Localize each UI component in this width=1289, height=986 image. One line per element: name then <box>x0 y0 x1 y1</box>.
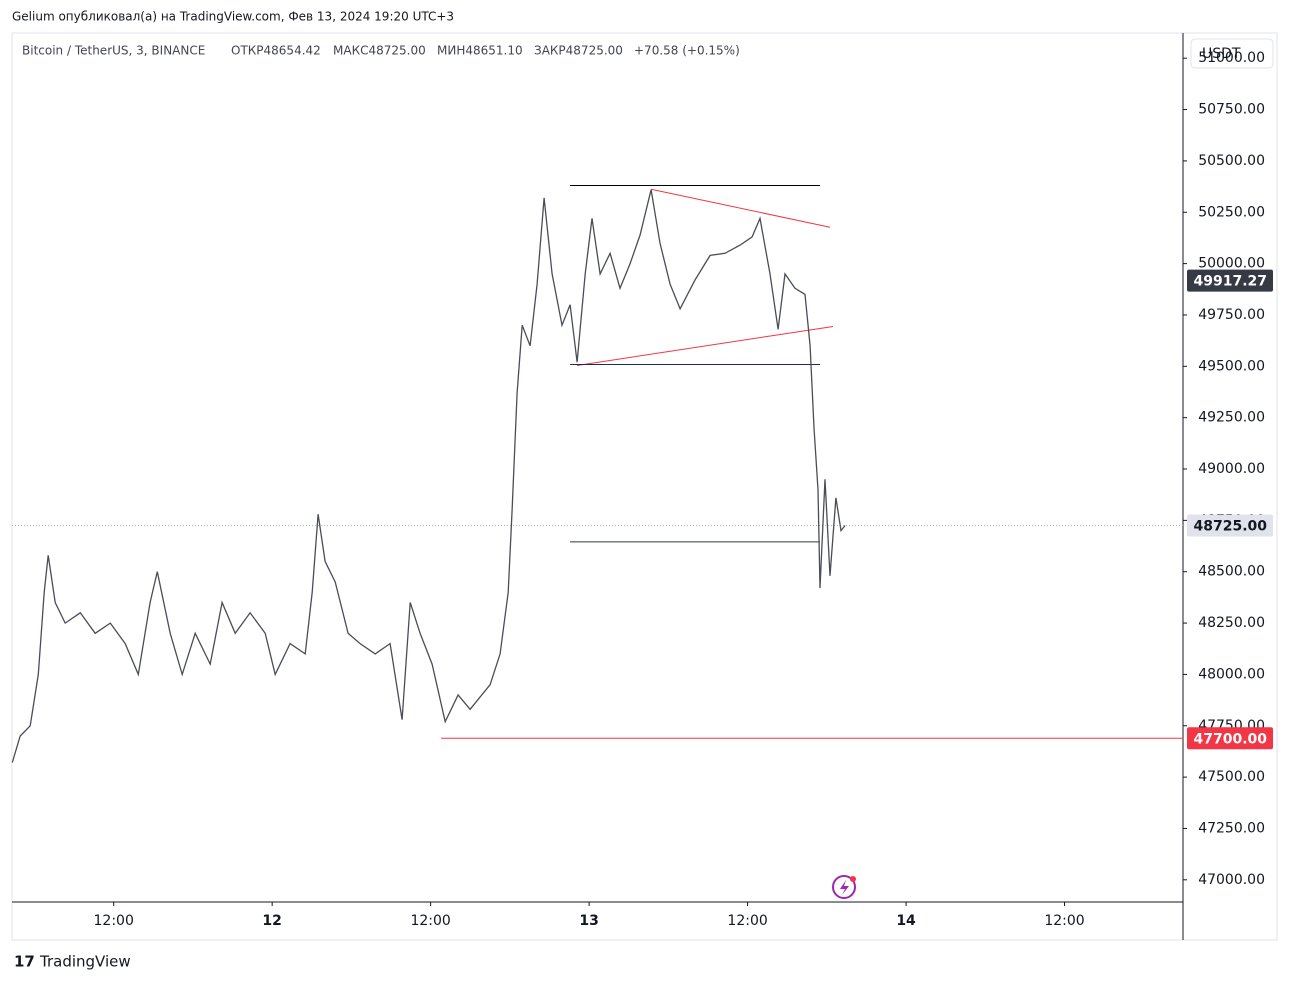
currency-button[interactable] <box>1190 38 1274 69</box>
x-tick-label: 12:00 <box>94 913 134 929</box>
y-tick-label: 48000.00 <box>1198 666 1265 682</box>
price-tag <box>1187 727 1273 750</box>
y-tick-label: 47500.00 <box>1198 769 1265 785</box>
symbol: Bitcoin / TetherUS, 3, BINANCE <box>22 44 205 58</box>
y-tick-label: 50000.00 <box>1198 256 1265 272</box>
brand: TradingView <box>39 953 131 971</box>
drawing-line <box>650 188 831 228</box>
y-tick-label: 47000.00 <box>1198 872 1265 888</box>
y-tick-label: 49250.00 <box>1198 410 1265 426</box>
price-tag-label: 47700.00 <box>1193 731 1267 747</box>
frame <box>11 32 1278 941</box>
price-line <box>11 189 846 763</box>
x-tick-label: 13 <box>579 913 598 929</box>
price-tag <box>1187 514 1273 537</box>
y-tick-label: 51000.00 <box>1198 50 1265 66</box>
low: МИН48651.10 <box>437 44 523 58</box>
y-tick-label: 50500.00 <box>1198 153 1265 169</box>
x-tick-label: 12:00 <box>410 913 450 929</box>
y-tick-label: 49000.00 <box>1198 461 1265 477</box>
price-tag <box>1187 269 1273 292</box>
price-tag-label: 48725.00 <box>1193 518 1267 534</box>
high: МАКС48725.00 <box>333 44 426 58</box>
y-tick-label: 48250.00 <box>1198 615 1265 631</box>
x-tick-label: 14 <box>896 913 916 929</box>
x-tick-label: 12 <box>262 913 281 929</box>
logo-mark: 17 <box>14 953 35 971</box>
y-tick-label: 47250.00 <box>1198 820 1265 836</box>
close: ЗАКР48725.00 <box>534 44 623 58</box>
change: +70.58 (+0.15%) <box>634 44 740 58</box>
x-tick-label: 12:00 <box>1044 913 1084 929</box>
open: ОТКР48654.42 <box>231 44 321 58</box>
y-tick-label: 49750.00 <box>1198 307 1265 323</box>
y-tick-label: 50750.00 <box>1198 102 1265 118</box>
x-tick-label: 12:00 <box>727 913 767 929</box>
y-tick-label: 50250.00 <box>1198 204 1265 220</box>
y-tick-label: 49500.00 <box>1198 358 1265 374</box>
publisher: Gelium опубликовал(а) на TradingView.com… <box>12 10 454 24</box>
drawing-line <box>577 325 834 366</box>
currency: USDT <box>1202 46 1241 62</box>
lightning-icon[interactable] <box>832 875 856 899</box>
price-tag-label: 49917.27 <box>1193 274 1267 290</box>
y-tick-label: 48500.00 <box>1198 564 1265 580</box>
